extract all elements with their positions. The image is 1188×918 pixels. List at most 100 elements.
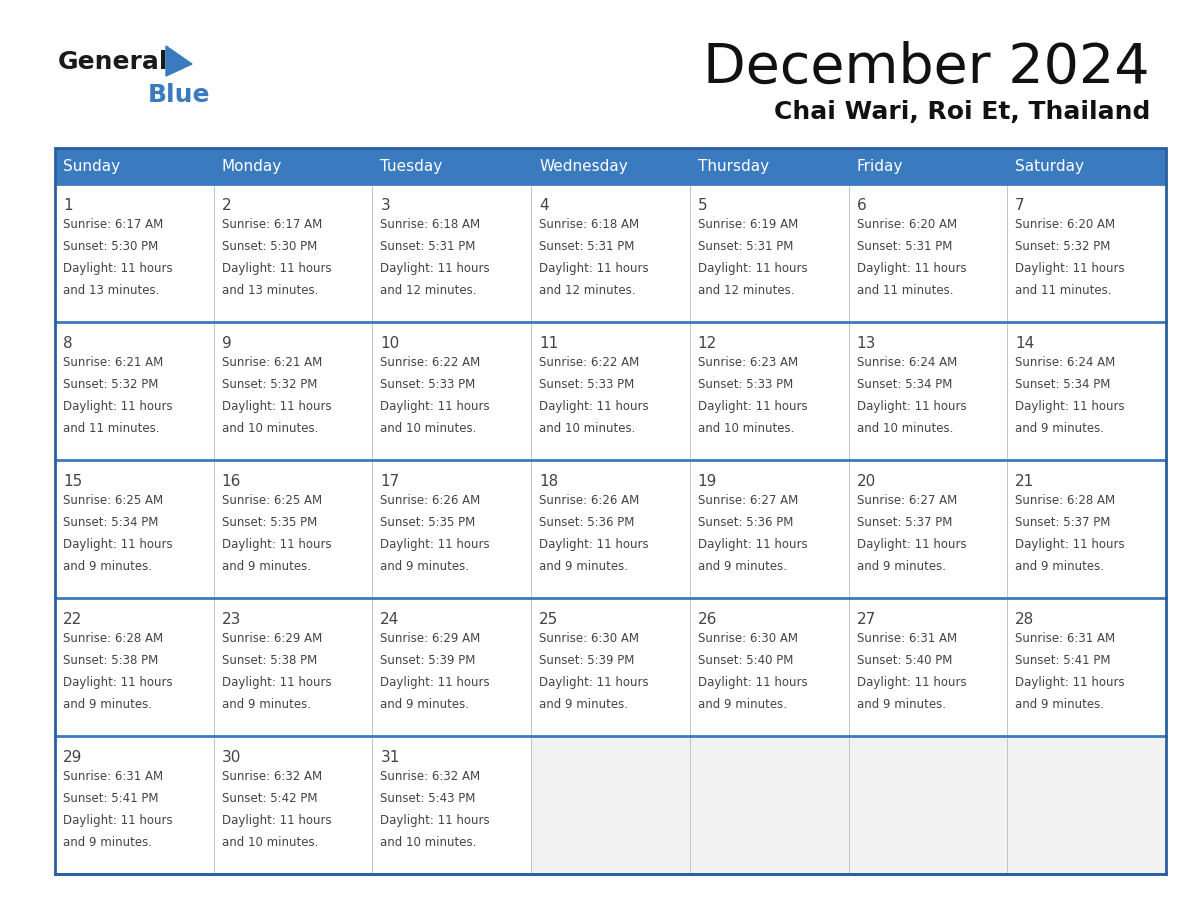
Text: and 9 minutes.: and 9 minutes. xyxy=(380,560,469,573)
Text: Sunrise: 6:30 AM: Sunrise: 6:30 AM xyxy=(539,632,639,645)
Text: Daylight: 11 hours: Daylight: 11 hours xyxy=(697,262,808,275)
Text: and 9 minutes.: and 9 minutes. xyxy=(697,698,786,711)
Text: 21: 21 xyxy=(1016,474,1035,489)
Text: 31: 31 xyxy=(380,750,399,765)
Text: Sunset: 5:31 PM: Sunset: 5:31 PM xyxy=(539,240,634,253)
Text: and 9 minutes.: and 9 minutes. xyxy=(857,698,946,711)
Text: and 9 minutes.: and 9 minutes. xyxy=(539,698,628,711)
Text: Sunrise: 6:31 AM: Sunrise: 6:31 AM xyxy=(1016,632,1116,645)
Text: Sunrise: 6:20 AM: Sunrise: 6:20 AM xyxy=(1016,218,1116,231)
Text: Daylight: 11 hours: Daylight: 11 hours xyxy=(857,538,966,551)
Text: Sunset: 5:38 PM: Sunset: 5:38 PM xyxy=(222,654,317,667)
Text: 8: 8 xyxy=(63,336,72,351)
Polygon shape xyxy=(166,46,192,76)
Text: Sunset: 5:35 PM: Sunset: 5:35 PM xyxy=(222,516,317,529)
Text: Sunrise: 6:24 AM: Sunrise: 6:24 AM xyxy=(857,356,956,369)
Text: Monday: Monday xyxy=(222,159,282,174)
Text: 16: 16 xyxy=(222,474,241,489)
Text: and 9 minutes.: and 9 minutes. xyxy=(63,836,152,849)
Bar xyxy=(1007,598,1165,736)
Text: and 11 minutes.: and 11 minutes. xyxy=(857,284,953,297)
Bar xyxy=(372,148,531,184)
Text: and 9 minutes.: and 9 minutes. xyxy=(1016,422,1104,435)
Text: and 12 minutes.: and 12 minutes. xyxy=(697,284,795,297)
Text: Daylight: 11 hours: Daylight: 11 hours xyxy=(63,262,172,275)
Bar xyxy=(848,736,1007,874)
Text: and 9 minutes.: and 9 minutes. xyxy=(539,560,628,573)
Text: Daylight: 11 hours: Daylight: 11 hours xyxy=(1016,676,1125,689)
Text: Daylight: 11 hours: Daylight: 11 hours xyxy=(539,400,649,413)
Text: Daylight: 11 hours: Daylight: 11 hours xyxy=(380,400,489,413)
Text: Sunrise: 6:21 AM: Sunrise: 6:21 AM xyxy=(222,356,322,369)
Text: and 9 minutes.: and 9 minutes. xyxy=(222,698,310,711)
Text: Daylight: 11 hours: Daylight: 11 hours xyxy=(380,814,489,827)
Bar xyxy=(214,736,372,874)
Bar xyxy=(531,736,690,874)
Text: 1: 1 xyxy=(63,198,72,213)
Text: Sunset: 5:31 PM: Sunset: 5:31 PM xyxy=(697,240,794,253)
Text: and 10 minutes.: and 10 minutes. xyxy=(539,422,636,435)
Text: Sunrise: 6:26 AM: Sunrise: 6:26 AM xyxy=(539,494,639,507)
Text: Sunrise: 6:30 AM: Sunrise: 6:30 AM xyxy=(697,632,798,645)
Text: 3: 3 xyxy=(380,198,390,213)
Bar xyxy=(848,460,1007,598)
Text: Sunrise: 6:19 AM: Sunrise: 6:19 AM xyxy=(697,218,798,231)
Text: and 10 minutes.: and 10 minutes. xyxy=(222,422,318,435)
Text: 27: 27 xyxy=(857,612,876,627)
Text: Daylight: 11 hours: Daylight: 11 hours xyxy=(63,814,172,827)
Text: and 13 minutes.: and 13 minutes. xyxy=(222,284,318,297)
Bar xyxy=(848,598,1007,736)
Text: Saturday: Saturday xyxy=(1016,159,1085,174)
Bar xyxy=(55,736,214,874)
Bar xyxy=(55,148,1165,874)
Text: Sunset: 5:34 PM: Sunset: 5:34 PM xyxy=(857,378,952,391)
Bar xyxy=(372,460,531,598)
Text: Sunset: 5:36 PM: Sunset: 5:36 PM xyxy=(539,516,634,529)
Text: 9: 9 xyxy=(222,336,232,351)
Text: Sunrise: 6:26 AM: Sunrise: 6:26 AM xyxy=(380,494,481,507)
Bar xyxy=(1007,184,1165,322)
Bar xyxy=(531,148,690,184)
Text: Sunrise: 6:25 AM: Sunrise: 6:25 AM xyxy=(63,494,163,507)
Text: Sunrise: 6:28 AM: Sunrise: 6:28 AM xyxy=(63,632,163,645)
Text: Sunset: 5:31 PM: Sunset: 5:31 PM xyxy=(380,240,475,253)
Text: Sunset: 5:37 PM: Sunset: 5:37 PM xyxy=(1016,516,1111,529)
Text: Daylight: 11 hours: Daylight: 11 hours xyxy=(539,262,649,275)
Bar xyxy=(690,148,848,184)
Text: Sunset: 5:33 PM: Sunset: 5:33 PM xyxy=(380,378,475,391)
Text: Sunset: 5:33 PM: Sunset: 5:33 PM xyxy=(697,378,794,391)
Text: Sunset: 5:32 PM: Sunset: 5:32 PM xyxy=(222,378,317,391)
Text: Sunset: 5:37 PM: Sunset: 5:37 PM xyxy=(857,516,952,529)
Text: 13: 13 xyxy=(857,336,876,351)
Text: Sunrise: 6:21 AM: Sunrise: 6:21 AM xyxy=(63,356,163,369)
Text: Sunrise: 6:27 AM: Sunrise: 6:27 AM xyxy=(697,494,798,507)
Bar xyxy=(531,460,690,598)
Text: Tuesday: Tuesday xyxy=(380,159,443,174)
Text: and 10 minutes.: and 10 minutes. xyxy=(380,836,476,849)
Text: Sunset: 5:41 PM: Sunset: 5:41 PM xyxy=(63,792,158,805)
Text: Sunset: 5:32 PM: Sunset: 5:32 PM xyxy=(63,378,158,391)
Text: Daylight: 11 hours: Daylight: 11 hours xyxy=(1016,400,1125,413)
Bar xyxy=(690,598,848,736)
Text: and 12 minutes.: and 12 minutes. xyxy=(539,284,636,297)
Text: and 11 minutes.: and 11 minutes. xyxy=(63,422,159,435)
Text: and 9 minutes.: and 9 minutes. xyxy=(1016,560,1104,573)
Text: Sunrise: 6:20 AM: Sunrise: 6:20 AM xyxy=(857,218,956,231)
Text: Daylight: 11 hours: Daylight: 11 hours xyxy=(222,538,331,551)
Text: 17: 17 xyxy=(380,474,399,489)
Bar xyxy=(372,322,531,460)
Text: Daylight: 11 hours: Daylight: 11 hours xyxy=(63,400,172,413)
Text: and 9 minutes.: and 9 minutes. xyxy=(857,560,946,573)
Bar xyxy=(1007,322,1165,460)
Text: Sunset: 5:40 PM: Sunset: 5:40 PM xyxy=(697,654,794,667)
Text: Sunset: 5:42 PM: Sunset: 5:42 PM xyxy=(222,792,317,805)
Text: Friday: Friday xyxy=(857,159,903,174)
Text: and 10 minutes.: and 10 minutes. xyxy=(222,836,318,849)
Text: Sunrise: 6:29 AM: Sunrise: 6:29 AM xyxy=(222,632,322,645)
Bar xyxy=(372,184,531,322)
Bar xyxy=(55,460,214,598)
Text: Daylight: 11 hours: Daylight: 11 hours xyxy=(222,400,331,413)
Text: December 2024: December 2024 xyxy=(703,41,1150,95)
Bar xyxy=(531,322,690,460)
Text: Chai Wari, Roi Et, Thailand: Chai Wari, Roi Et, Thailand xyxy=(773,100,1150,124)
